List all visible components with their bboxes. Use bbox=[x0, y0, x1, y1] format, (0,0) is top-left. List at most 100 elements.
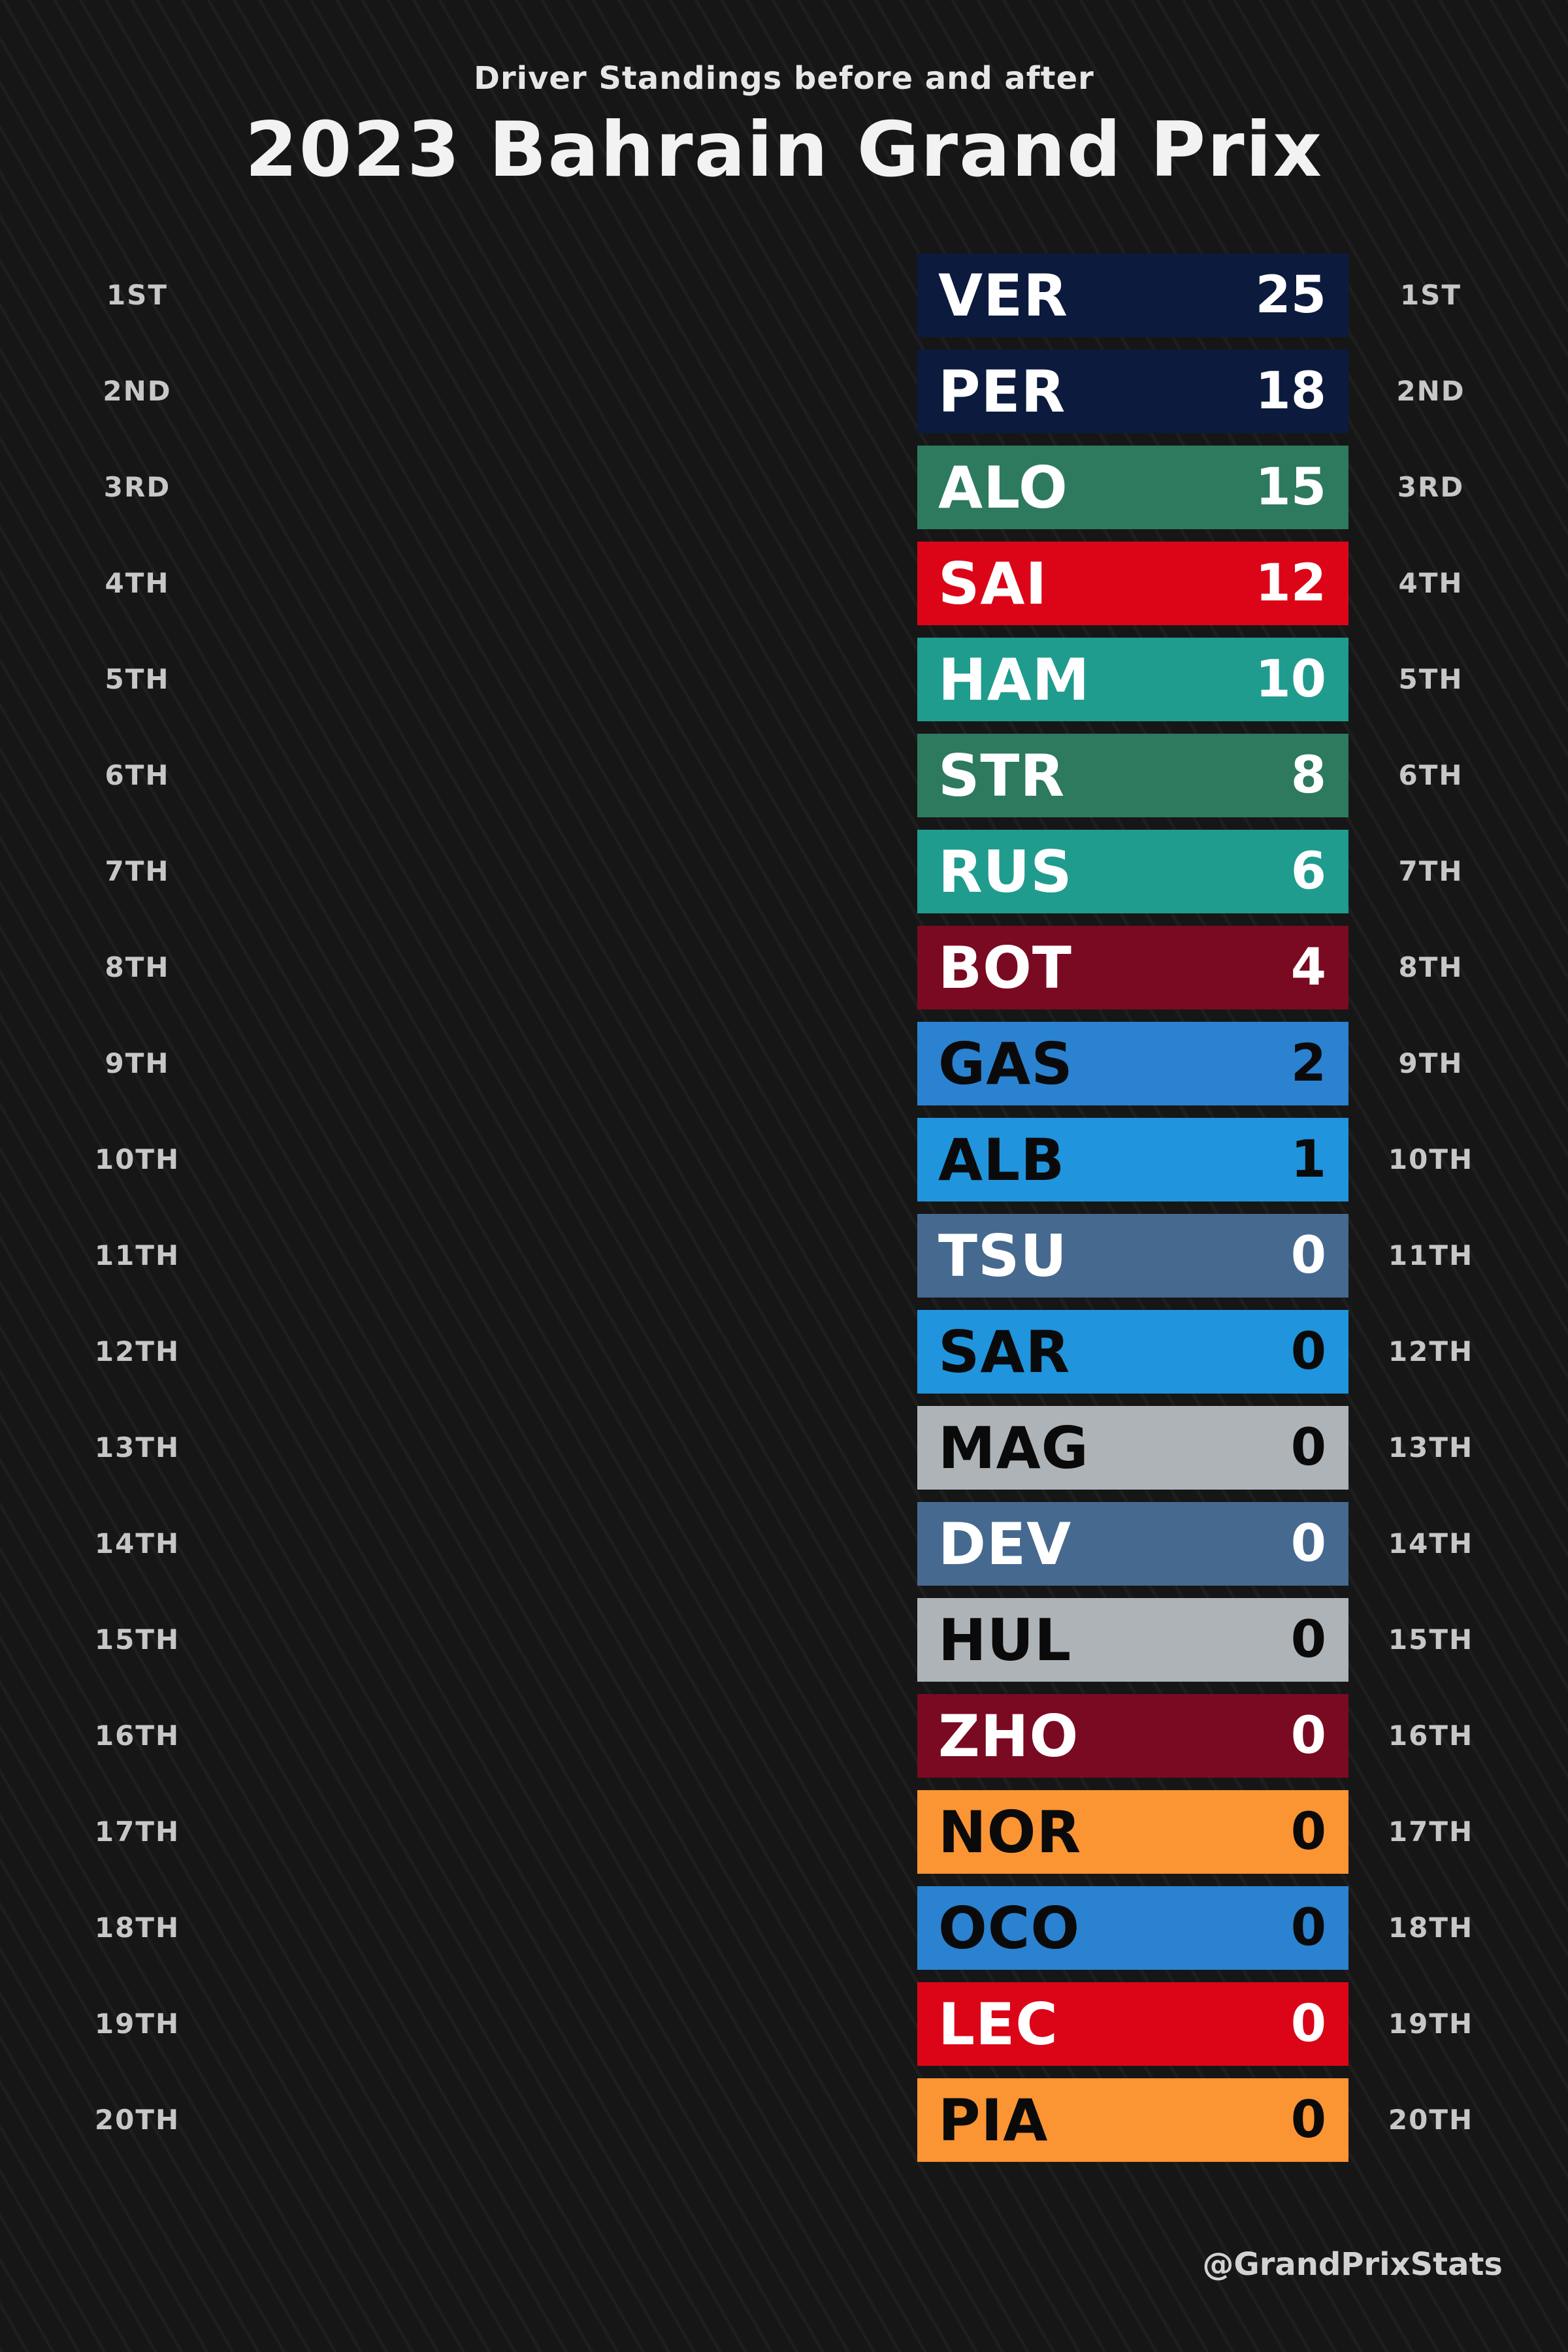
driver-bar-lec: LEC 0 bbox=[917, 1982, 1348, 2066]
driver-bar-nor: NOR 0 bbox=[917, 1790, 1348, 1874]
after-position-label: 12TH bbox=[1388, 1335, 1474, 1367]
driver-bar-tsu: TSU 0 bbox=[917, 1214, 1348, 1298]
driver-points: 0 bbox=[1290, 1610, 1326, 1669]
before-position-label: 14TH bbox=[94, 1527, 180, 1560]
after-position-label: 17TH bbox=[1388, 1816, 1474, 1848]
before-position-label: 16TH bbox=[94, 1720, 180, 1752]
driver-bar-ham: HAM 10 bbox=[917, 638, 1348, 721]
driver-points: 8 bbox=[1290, 746, 1326, 805]
before-position-label: 19TH bbox=[94, 2008, 180, 2040]
after-position-label: 7TH bbox=[1398, 855, 1463, 887]
after-position-label: 1ST bbox=[1399, 279, 1462, 311]
after-position-label: 10TH bbox=[1388, 1143, 1474, 1175]
driver-points: 0 bbox=[1290, 1226, 1326, 1285]
after-position-label: 8TH bbox=[1398, 951, 1463, 983]
driver-points: 18 bbox=[1255, 362, 1326, 421]
before-position-label: 8TH bbox=[105, 951, 170, 983]
after-position-label: 2ND bbox=[1396, 375, 1465, 407]
driver-code: MAG bbox=[938, 1414, 1089, 1482]
driver-points: 0 bbox=[1290, 1322, 1326, 1381]
driver-points: 0 bbox=[1290, 1995, 1326, 2053]
driver-bar-sai: SAI 12 bbox=[917, 542, 1348, 625]
chart-subtitle: Driver Standings before and after bbox=[474, 60, 1094, 97]
driver-points: 0 bbox=[1290, 1514, 1326, 1573]
after-position-label: 18TH bbox=[1388, 1912, 1474, 1944]
driver-points: 0 bbox=[1290, 1418, 1326, 1477]
before-position-label: 12TH bbox=[94, 1335, 180, 1367]
driver-bar-alb: ALB 1 bbox=[917, 1118, 1348, 1201]
driver-points: 2 bbox=[1290, 1034, 1326, 1093]
driver-bar-str: STR 8 bbox=[917, 734, 1348, 817]
after-position-label: 15TH bbox=[1388, 1624, 1474, 1656]
after-position-label: 14TH bbox=[1388, 1527, 1474, 1560]
driver-points: 25 bbox=[1255, 266, 1326, 325]
before-position-label: 6TH bbox=[105, 759, 170, 791]
credit-handle: @GrandPrixStats bbox=[1202, 2246, 1503, 2283]
before-position-label: 11TH bbox=[94, 1239, 180, 1271]
after-position-label: 13TH bbox=[1388, 1431, 1474, 1463]
after-position-label: 19TH bbox=[1388, 2008, 1474, 2040]
driver-bar-per: PER 18 bbox=[917, 350, 1348, 433]
driver-code: NOR bbox=[938, 1798, 1082, 1866]
driver-bar-alo: ALO 15 bbox=[917, 446, 1348, 529]
driver-points: 0 bbox=[1290, 1707, 1326, 1765]
driver-code: ALO bbox=[938, 453, 1068, 521]
driver-points: 6 bbox=[1290, 842, 1326, 901]
before-position-label: 1ST bbox=[106, 279, 169, 311]
driver-bar-oco: OCO 0 bbox=[917, 1886, 1348, 1970]
driver-code: STR bbox=[938, 742, 1066, 809]
driver-code: PIA bbox=[938, 2086, 1049, 2154]
after-position-label: 9TH bbox=[1398, 1047, 1463, 1079]
driver-code: LEC bbox=[938, 1990, 1058, 2058]
driver-bar-mag: MAG 0 bbox=[917, 1406, 1348, 1490]
driver-bar-sar: SAR 0 bbox=[917, 1310, 1348, 1394]
driver-points: 0 bbox=[1290, 2091, 1326, 2149]
driver-code: DEV bbox=[938, 1510, 1072, 1578]
before-position-label: 5TH bbox=[105, 663, 170, 695]
after-position-label: 4TH bbox=[1398, 567, 1463, 599]
driver-points: 0 bbox=[1290, 1803, 1326, 1861]
before-position-label: 15TH bbox=[94, 1624, 180, 1656]
driver-points: 15 bbox=[1255, 458, 1326, 517]
after-position-label: 5TH bbox=[1398, 663, 1463, 695]
after-position-label: 16TH bbox=[1388, 1720, 1474, 1752]
driver-code: OCO bbox=[938, 1894, 1081, 1962]
before-position-label: 17TH bbox=[94, 1816, 180, 1848]
before-position-label: 20TH bbox=[94, 2104, 180, 2136]
driver-bar-dev: DEV 0 bbox=[917, 1502, 1348, 1586]
driver-code: PER bbox=[938, 357, 1066, 425]
driver-bar-hul: HUL 0 bbox=[917, 1598, 1348, 1682]
after-position-label: 20TH bbox=[1388, 2104, 1474, 2136]
before-position-label: 13TH bbox=[94, 1431, 180, 1463]
before-position-label: 4TH bbox=[105, 567, 170, 599]
after-position-label: 3RD bbox=[1397, 471, 1465, 503]
before-position-label: 7TH bbox=[105, 855, 170, 887]
driver-bar-ver: VER 25 bbox=[917, 253, 1348, 337]
driver-bar-bot: BOT 4 bbox=[917, 926, 1348, 1009]
driver-points: 12 bbox=[1255, 554, 1326, 613]
before-position-label: 18TH bbox=[94, 1912, 180, 1944]
driver-code: RUS bbox=[938, 838, 1073, 906]
driver-code: HAM bbox=[938, 645, 1090, 713]
driver-code: ZHO bbox=[938, 1702, 1079, 1770]
driver-code: HUL bbox=[938, 1606, 1072, 1674]
chart-title: 2023 Bahrain Grand Prix bbox=[244, 106, 1324, 194]
driver-points: 4 bbox=[1290, 938, 1326, 997]
driver-code: BOT bbox=[938, 934, 1072, 1002]
before-position-label: 9TH bbox=[105, 1047, 170, 1079]
driver-code: SAI bbox=[938, 549, 1048, 617]
driver-points: 10 bbox=[1255, 650, 1326, 709]
driver-bar-rus: RUS 6 bbox=[917, 830, 1348, 913]
before-position-label: 10TH bbox=[94, 1143, 180, 1175]
driver-bar-pia: PIA 0 bbox=[917, 2078, 1348, 2162]
after-position-label: 11TH bbox=[1388, 1239, 1474, 1271]
driver-code: VER bbox=[938, 261, 1068, 329]
driver-code: TSU bbox=[938, 1222, 1068, 1290]
before-position-label: 2ND bbox=[103, 375, 172, 407]
driver-code: ALB bbox=[938, 1126, 1066, 1194]
before-position-label: 3RD bbox=[103, 471, 171, 503]
driver-code: SAR bbox=[938, 1318, 1071, 1386]
driver-bar-gas: GAS 2 bbox=[917, 1022, 1348, 1105]
driver-points: 1 bbox=[1290, 1130, 1326, 1189]
driver-code: GAS bbox=[938, 1030, 1073, 1098]
